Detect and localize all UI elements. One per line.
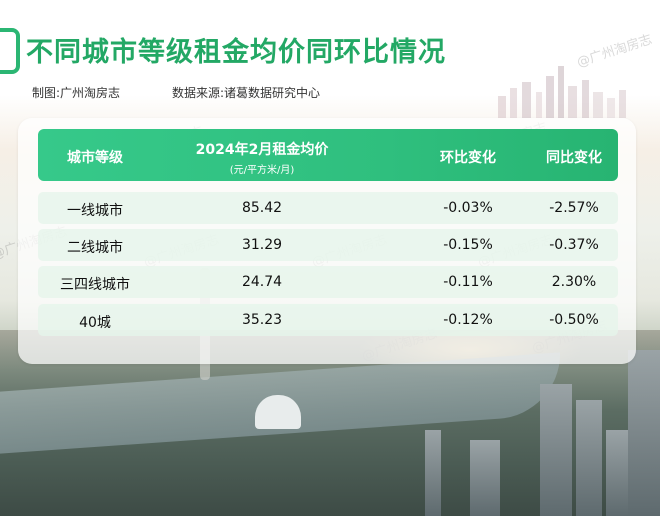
cell-tier: 三四线城市 — [60, 277, 130, 293]
opera-house-image — [255, 395, 301, 429]
cell-rent: 35.23 — [241, 312, 283, 328]
header: 不同城市等级租金均价同环比情况 — [0, 26, 660, 74]
table-header: 城市等级 2024年2月租金均价 (元/平方米/月) 环比变化 同比变化 — [38, 129, 618, 181]
cell-mom: -0.03% — [443, 200, 493, 216]
cell-rent: 31.29 — [241, 237, 283, 253]
cell-tier: 一线城市 — [67, 203, 123, 219]
cell-yoy: -0.37% — [549, 237, 599, 253]
cell-mom: -0.15% — [443, 237, 493, 253]
data-source: 数据来源:诸葛数据研究中心 — [172, 86, 321, 100]
table-row: 40城 35.23 -0.12% -0.50% — [38, 304, 618, 336]
cell-yoy: -0.50% — [549, 312, 599, 328]
cell-mom: -0.11% — [443, 274, 493, 290]
building-image — [628, 350, 660, 516]
page-title: 不同城市等级租金均价同环比情况 — [26, 37, 446, 68]
column-header-rent: 2024年2月租金均价 — [195, 142, 329, 158]
building-image — [540, 384, 572, 516]
table-row: 一线城市 85.42 -0.03% -2.57% — [38, 192, 618, 224]
table-row: 三四线城市 24.74 -0.11% 2.30% — [38, 266, 618, 298]
building-image — [576, 400, 602, 516]
cell-yoy: 2.30% — [551, 274, 597, 290]
column-header-tier: 城市等级 — [67, 150, 123, 166]
building-image — [425, 430, 441, 516]
skyline-illustration — [498, 66, 626, 118]
building-image — [470, 440, 500, 516]
cell-tier: 二线城市 — [67, 240, 123, 256]
cell-rent: 85.42 — [241, 200, 283, 216]
column-header-rent-unit: (元/平方米/月) — [229, 165, 295, 176]
cell-yoy: -2.57% — [549, 200, 599, 216]
column-header-yoy: 同比变化 — [546, 150, 602, 166]
cell-rent: 24.74 — [241, 274, 283, 290]
cell-tier: 40城 — [79, 315, 111, 331]
cell-mom: -0.12% — [443, 312, 493, 328]
column-header-mom: 环比变化 — [440, 150, 496, 166]
logo-icon — [0, 28, 20, 74]
chart-credit: 制图:广州淘房志 — [32, 86, 121, 100]
table-row: 二线城市 31.29 -0.15% -0.37% — [38, 229, 618, 261]
